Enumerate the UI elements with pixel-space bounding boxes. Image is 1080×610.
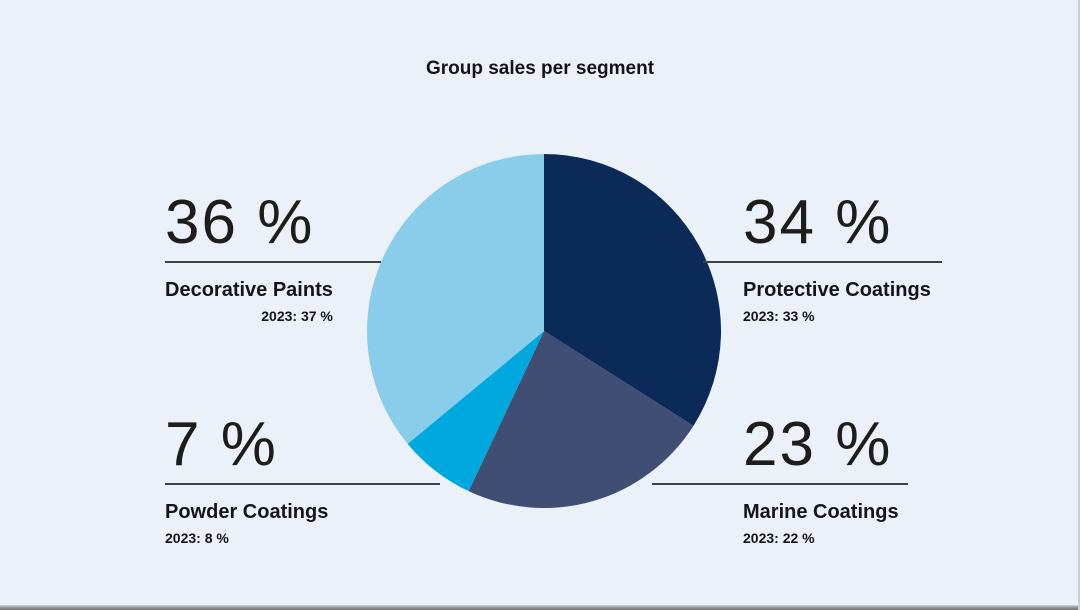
- screenshot-right-edge: [1078, 0, 1080, 610]
- segment-name: Decorative Paints: [165, 279, 333, 301]
- pie-chart: [367, 154, 721, 508]
- percent-underline: [652, 483, 908, 485]
- segment-name: Powder Coatings: [165, 501, 329, 523]
- screenshot-bottom-edge: [0, 605, 1080, 610]
- pie-slice-powder-coatings: [407, 331, 544, 492]
- segment-prior-year: 2023: 8 %: [165, 530, 229, 546]
- callout-protective-coatings: 34 % Protective Coatings 2023: 33 %: [703, 192, 942, 324]
- percent-underline: [165, 483, 440, 485]
- pie-slice-decorative-paints: [367, 154, 544, 444]
- segment-prior-year: 2023: 33 %: [743, 308, 815, 324]
- segment-prior-year: 2023: 22 %: [743, 530, 815, 546]
- segment-percent: 34 %: [743, 188, 893, 257]
- percent-underline: [703, 261, 942, 263]
- callout-marine-coatings: 23 % Marine Coatings 2023: 22 %: [652, 414, 908, 546]
- pie-slice-marine-coatings: [468, 331, 694, 508]
- segment-name: Protective Coatings: [743, 279, 931, 301]
- segment-prior-year: 2023: 37 %: [261, 308, 333, 324]
- segment-name: Marine Coatings: [743, 501, 899, 523]
- callout-powder-coatings: 7 % Powder Coatings 2023: 8 %: [165, 414, 440, 546]
- chart-title: Group sales per segment: [425, 58, 655, 79]
- callout-decorative-paints: 36 % Decorative Paints 2023: 37 %: [165, 192, 381, 326]
- segment-percent: 36 %: [165, 188, 315, 257]
- percent-underline: [165, 261, 381, 263]
- pie-slice-protective-coatings: [544, 154, 721, 426]
- segment-percent: 7 %: [165, 410, 278, 479]
- segment-text-group: Decorative Paints 2023: 37 %: [165, 263, 333, 324]
- segment-percent: 23 %: [743, 410, 893, 479]
